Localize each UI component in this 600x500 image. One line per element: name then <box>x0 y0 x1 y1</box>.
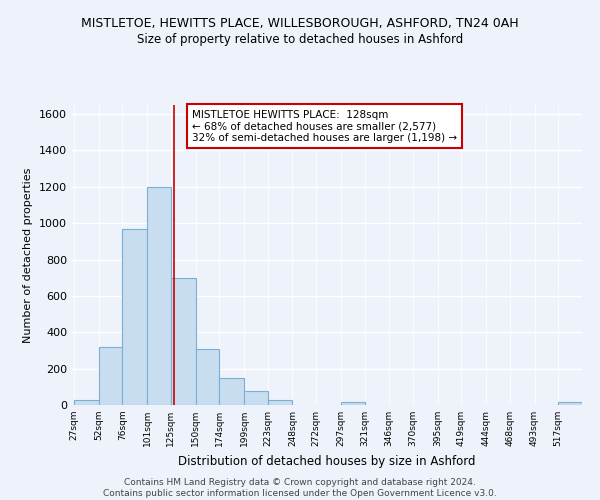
Bar <box>122 228 147 405</box>
Text: Contains HM Land Registry data © Crown copyright and database right 2024.
Contai: Contains HM Land Registry data © Crown c… <box>103 478 497 498</box>
Bar <box>74 400 98 405</box>
Bar <box>147 187 171 405</box>
Text: Size of property relative to detached houses in Ashford: Size of property relative to detached ho… <box>137 32 463 46</box>
Bar <box>98 347 122 405</box>
X-axis label: Distribution of detached houses by size in Ashford: Distribution of detached houses by size … <box>178 454 476 468</box>
Bar <box>268 400 292 405</box>
Bar <box>341 402 365 405</box>
Text: MISTLETOE, HEWITTS PLACE, WILLESBOROUGH, ASHFORD, TN24 0AH: MISTLETOE, HEWITTS PLACE, WILLESBOROUGH,… <box>81 18 519 30</box>
Bar <box>219 378 244 405</box>
Bar <box>171 278 196 405</box>
Y-axis label: Number of detached properties: Number of detached properties <box>23 168 34 342</box>
Bar <box>196 348 219 405</box>
Text: MISTLETOE HEWITTS PLACE:  128sqm
← 68% of detached houses are smaller (2,577)
32: MISTLETOE HEWITTS PLACE: 128sqm ← 68% of… <box>192 110 457 142</box>
Bar <box>558 402 582 405</box>
Bar <box>244 392 268 405</box>
